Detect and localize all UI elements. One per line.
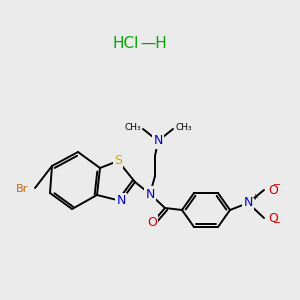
Text: O: O (147, 217, 157, 230)
Text: S: S (114, 154, 122, 167)
Text: O: O (268, 184, 278, 196)
Text: +: + (252, 194, 258, 202)
Text: N: N (116, 194, 126, 208)
Text: Br: Br (16, 184, 28, 194)
Text: O: O (268, 212, 278, 224)
Text: —H: —H (140, 35, 167, 50)
Text: CH₃: CH₃ (175, 124, 192, 133)
Text: −: − (273, 218, 281, 228)
Text: N: N (243, 196, 253, 209)
Text: HCl: HCl (112, 35, 138, 50)
Text: N: N (145, 188, 155, 200)
Text: −: − (273, 180, 281, 190)
Text: N: N (153, 134, 163, 148)
Text: CH₃: CH₃ (124, 124, 141, 133)
